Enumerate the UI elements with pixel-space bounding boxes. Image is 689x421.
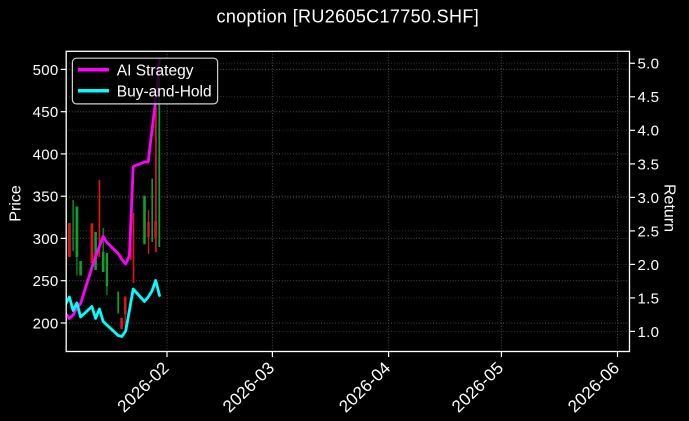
svg-text:AI Strategy: AI Strategy xyxy=(117,62,194,79)
svg-text:3.5: 3.5 xyxy=(638,156,660,173)
svg-text:1.5: 1.5 xyxy=(638,290,660,307)
svg-text:250: 250 xyxy=(33,273,59,290)
svg-text:400: 400 xyxy=(33,146,59,163)
svg-text:1.0: 1.0 xyxy=(638,324,660,341)
svg-text:500: 500 xyxy=(33,62,59,79)
svg-text:5.0: 5.0 xyxy=(638,56,660,73)
svg-text:350: 350 xyxy=(33,189,59,206)
svg-text:Price: Price xyxy=(8,185,25,222)
svg-text:2.5: 2.5 xyxy=(638,223,660,240)
svg-text:200: 200 xyxy=(33,315,59,332)
svg-text:450: 450 xyxy=(33,104,59,121)
svg-text:300: 300 xyxy=(33,231,59,248)
svg-text:2.0: 2.0 xyxy=(638,257,660,274)
svg-text:3.0: 3.0 xyxy=(638,190,660,207)
svg-text:4.0: 4.0 xyxy=(638,123,660,140)
svg-text:Buy-and-Hold: Buy-and-Hold xyxy=(117,83,212,100)
svg-text:4.5: 4.5 xyxy=(638,89,660,106)
svg-text:cnoption [RU2605C17750.SHF]: cnoption [RU2605C17750.SHF] xyxy=(216,7,479,27)
svg-text:Return: Return xyxy=(661,184,678,232)
